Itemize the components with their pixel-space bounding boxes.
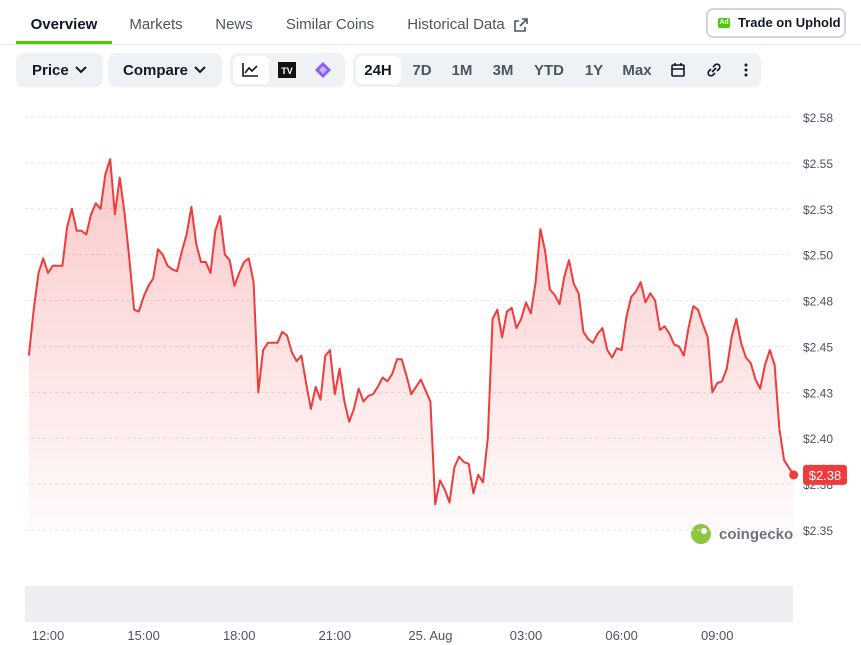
last-price-badge: $2.38 bbox=[803, 464, 847, 485]
range-button[interactable]: Max bbox=[622, 62, 652, 79]
range-button[interactable]: 7D bbox=[412, 62, 432, 79]
ai-icon[interactable] bbox=[314, 61, 332, 79]
volume-strip bbox=[25, 586, 793, 622]
y-tick-label: $2.53 bbox=[803, 203, 833, 217]
range-selected bbox=[356, 56, 401, 84]
x-tick-label: 06:00 bbox=[605, 628, 638, 643]
x-tick-label: 03:00 bbox=[510, 628, 543, 643]
range-group bbox=[353, 53, 761, 87]
tab[interactable]: Similar Coins bbox=[285, 16, 375, 33]
y-tick-label: $2.43 bbox=[803, 386, 833, 400]
x-tick-label: 09:00 bbox=[701, 628, 734, 643]
y-tick-label: $2.48 bbox=[803, 295, 833, 309]
price-line bbox=[27, 158, 795, 506]
badge-bg bbox=[803, 464, 847, 485]
ad-badge: Ad bbox=[718, 18, 730, 28]
y-tick-label: $2.45 bbox=[803, 340, 833, 354]
trade-button-label: Trade on Uphold bbox=[738, 15, 841, 30]
y-tick-label: $2.50 bbox=[803, 249, 833, 263]
chevron bbox=[194, 66, 206, 74]
tradingview-icon[interactable]: TV bbox=[278, 62, 296, 78]
range-button[interactable]: YTD bbox=[534, 62, 564, 79]
y-tick-label: $2.35 bbox=[803, 524, 833, 538]
last-price-label: $2.38 bbox=[809, 468, 842, 483]
range-button[interactable]: 3M bbox=[492, 62, 514, 79]
y-tick-label: $2.40 bbox=[803, 432, 833, 446]
range-button[interactable]: 1Y bbox=[584, 62, 604, 79]
y-tick-label: $2.58 bbox=[803, 111, 833, 125]
line-icon bbox=[242, 63, 258, 77]
range-button[interactable]: 24H bbox=[364, 62, 392, 79]
price-label: Price bbox=[32, 62, 69, 79]
tab[interactable]: Overview bbox=[30, 16, 98, 33]
last-point bbox=[789, 470, 799, 480]
watermark-text: coingecko bbox=[719, 526, 793, 543]
y-tick-label: $2.55 bbox=[803, 157, 833, 171]
x-tick-label: 25. Aug bbox=[408, 628, 452, 643]
x-tick-label: 21:00 bbox=[319, 628, 352, 643]
tab[interactable]: News bbox=[215, 16, 253, 33]
tab[interactable]: Historical Data bbox=[407, 16, 505, 33]
calendar-icon[interactable] bbox=[670, 62, 686, 78]
range-button[interactable]: 1M bbox=[451, 62, 473, 79]
x-tick-label: 15:00 bbox=[127, 628, 160, 643]
active-tab-underline bbox=[16, 41, 112, 44]
area-fill bbox=[28, 159, 794, 530]
chevron bbox=[75, 66, 87, 74]
price-dropdown[interactable] bbox=[16, 53, 103, 87]
divider bbox=[0, 44, 861, 45]
link-icon[interactable] bbox=[705, 62, 723, 78]
compare-label: Compare bbox=[123, 62, 189, 79]
x-tick-label: 12:00 bbox=[32, 628, 65, 643]
tab[interactable]: Markets bbox=[129, 16, 183, 33]
external-link-icon bbox=[514, 18, 528, 32]
svg-text:TV: TV bbox=[281, 66, 293, 76]
trade-button[interactable]: Ad Trade on Uphold bbox=[706, 8, 846, 38]
more-icon[interactable] bbox=[742, 62, 750, 78]
x-tick-label: 18:00 bbox=[223, 628, 256, 643]
